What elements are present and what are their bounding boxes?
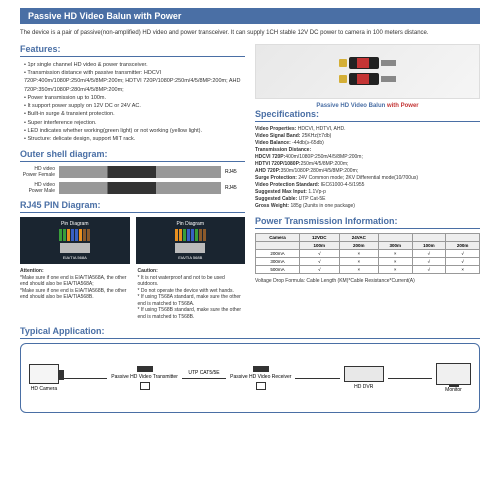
feature-item: LED indicates whether working(green ligh… — [24, 127, 245, 135]
product-image — [255, 44, 480, 99]
monitor-icon — [436, 363, 471, 385]
power-note: Voltage Drop Formula: Cable Length (KM)*… — [255, 278, 480, 285]
feature-item: It support power supply on 12V DC or 24V… — [24, 102, 245, 110]
dvr-icon — [344, 366, 384, 382]
rj45-diagram: Pin DiagramEIA/TIA 568APin DiagramEIA/TI… — [20, 217, 245, 264]
feature-item: Power transmission up to 100m. — [24, 94, 245, 102]
outer-shell-diagram: HD videoPower FemaleRJ45HD videoPower Ma… — [20, 166, 245, 194]
feature-item: 1pr single channel HD video & power tran… — [24, 61, 245, 69]
rj45-title: RJ45 PIN Diagram: — [20, 200, 245, 213]
power-trans-title: Power Transmission Information: — [255, 216, 480, 229]
features-title: Features: — [20, 44, 245, 57]
feature-item: Built-in surge & transient protection. — [24, 110, 245, 118]
caution-block: Caution: * It is not waterproof and not … — [138, 268, 246, 320]
typical-title: Typical Application: — [20, 326, 480, 339]
page-title: Passive HD Video Balun with Power — [20, 8, 480, 24]
specs-list: Video Properties: HDCVI, HDTVI, AHD.Vide… — [255, 126, 480, 210]
power-table: Camera12VDC24VAC100m200m300m100m200m200m… — [255, 233, 480, 274]
specs-title: Specifications: — [255, 109, 480, 122]
feature-item: Transmission distance with passive trans… — [24, 69, 245, 94]
balun-rx-icon — [253, 366, 269, 372]
attention-block: Attention: *Make sure if one end is EIA/… — [20, 268, 128, 320]
feature-item: Super interference rejection. — [24, 119, 245, 127]
feature-item: Structure: delicate design, support MIT … — [24, 135, 245, 143]
application-diagram: HD Camera Passive HD Video Transmitter U… — [20, 343, 480, 413]
outer-shell-title: Outer shell diagram: — [20, 149, 245, 162]
balun-tx-icon — [137, 366, 153, 372]
intro-text: The device is a pair of passive(non-ampl… — [20, 30, 480, 38]
camera-icon — [29, 364, 59, 384]
features-list: 1pr single channel HD video & power tran… — [20, 61, 245, 144]
